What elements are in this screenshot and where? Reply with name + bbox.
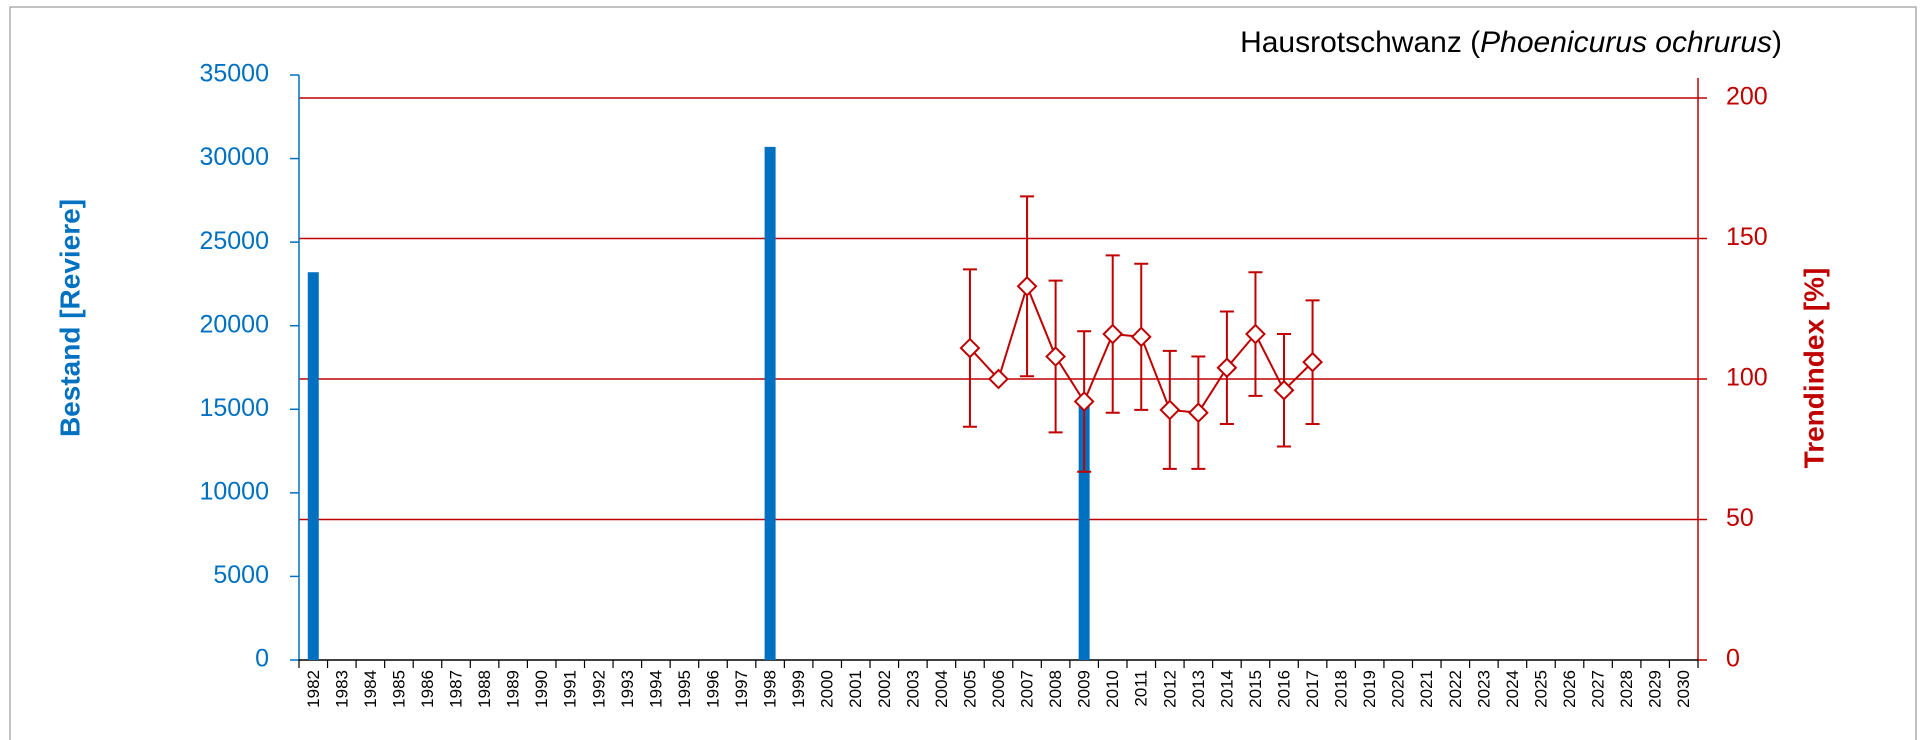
x-tick-label: 1991 [561, 670, 580, 708]
y2-tick-label: 0 [1726, 645, 1740, 673]
x-tick-label: 2019 [1360, 670, 1379, 708]
title-part: ) [1772, 26, 1782, 59]
x-tick-label: 1992 [589, 670, 608, 708]
marker [1102, 323, 1124, 345]
x-tick-label: 1999 [789, 670, 808, 708]
x-tick-label: 2017 [1303, 670, 1322, 708]
marker [959, 337, 981, 359]
y-tick-label: 10000 [199, 477, 269, 505]
x-tick-label: 1982 [304, 670, 323, 708]
x-tick-label: 2008 [1046, 670, 1065, 708]
x-tick-label: 1984 [361, 670, 380, 708]
title-part: Hausrotschwanz ( [1240, 26, 1480, 59]
x-tick-label: 2021 [1417, 670, 1436, 708]
y2-tick-label: 150 [1726, 223, 1768, 251]
x-tick-label: 2007 [1018, 670, 1037, 708]
frame [9, 6, 1917, 740]
x-tick-label: 2024 [1503, 670, 1522, 708]
y2-axis-label: Trendindex [%] [1798, 268, 1829, 469]
y-tick-label: 30000 [199, 143, 269, 171]
x-tick-label: 1985 [389, 670, 408, 708]
x-tick-label: 2018 [1332, 670, 1351, 708]
x-tick-label: 2023 [1474, 670, 1493, 708]
x-tick-label: 1983 [332, 670, 351, 708]
x-tick-label: 2001 [846, 670, 865, 708]
x-tick-label: 2012 [1160, 670, 1179, 708]
x-tick-label: 2006 [989, 670, 1008, 708]
y2-tick-label: 100 [1726, 364, 1768, 392]
marker [1130, 326, 1152, 348]
x-tick-label: 1996 [703, 670, 722, 708]
x-tick-label: 2011 [1132, 670, 1151, 707]
bar [764, 146, 776, 660]
x-tick-label: 1993 [618, 670, 637, 708]
x-tick-label: 2020 [1389, 670, 1408, 708]
x-tick-label: 2027 [1589, 670, 1608, 708]
y-axis-label: Bestand [Reviere] [54, 199, 85, 437]
x-tick-label: 1997 [732, 670, 751, 708]
y-tick-label: 25000 [199, 227, 269, 255]
y2-tick-label: 50 [1726, 504, 1754, 532]
title-part: Phoenicurus ochrurus [1480, 26, 1772, 59]
y-tick-label: 15000 [199, 394, 269, 422]
x-tick-label: 2010 [1103, 670, 1122, 708]
x-tick-label: 1988 [475, 670, 494, 708]
bar [1078, 402, 1090, 660]
x-tick-label: 1989 [504, 670, 523, 708]
y-tick-label: 0 [255, 645, 269, 673]
x-tick-label: 2009 [1075, 670, 1094, 708]
x-tick-label: 1994 [646, 670, 665, 708]
x-tick-label: 2016 [1274, 670, 1293, 708]
marker [1245, 323, 1266, 345]
y-tick-label: 5000 [213, 561, 269, 589]
marker [1016, 275, 1038, 297]
x-tick-label: 2028 [1617, 670, 1636, 708]
x-tick-label: 1986 [418, 670, 437, 708]
x-tick-label: 2025 [1531, 670, 1550, 708]
x-tick-label: 2002 [875, 670, 894, 708]
y-tick-label: 20000 [199, 310, 269, 338]
x-tick-label: 2022 [1446, 670, 1465, 708]
x-tick-label: 2003 [903, 670, 922, 708]
bar [307, 272, 319, 660]
marker [1216, 357, 1238, 379]
y-tick-label: 35000 [199, 60, 269, 88]
x-tick-label: 2004 [932, 670, 951, 708]
x-tick-label: 1987 [447, 670, 466, 708]
x-tick-label: 1995 [675, 670, 694, 708]
x-tick-label: 2014 [1217, 670, 1236, 708]
marker [988, 368, 1009, 390]
x-tick-label: 1990 [532, 670, 551, 708]
x-tick-label: 2030 [1674, 670, 1693, 708]
x-tick-label: 2015 [1246, 670, 1265, 708]
marker [1187, 402, 1209, 424]
marker [1273, 379, 1295, 401]
x-tick-label: 2005 [960, 670, 979, 708]
marker [1073, 391, 1095, 412]
x-tick-label: 1998 [761, 670, 780, 708]
x-tick-label: 2029 [1646, 670, 1665, 708]
marker [1302, 351, 1323, 373]
y2-tick-label: 200 [1726, 83, 1768, 111]
marker [1045, 346, 1067, 367]
x-tick-label: 2026 [1560, 670, 1579, 708]
x-tick-label: 2000 [818, 670, 837, 708]
marker [1159, 399, 1181, 421]
x-tick-label: 2013 [1189, 670, 1208, 708]
chart-title: Hausrotschwanz (Phoenicurus ochrurus) [1240, 26, 1782, 59]
